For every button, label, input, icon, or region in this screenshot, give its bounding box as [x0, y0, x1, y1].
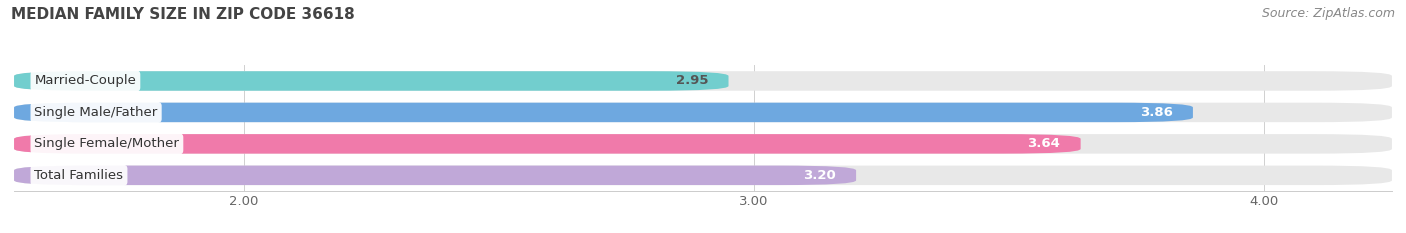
Text: 3.64: 3.64 [1028, 137, 1060, 150]
FancyBboxPatch shape [14, 71, 728, 91]
FancyBboxPatch shape [14, 166, 856, 185]
FancyBboxPatch shape [14, 103, 1192, 122]
Text: Total Families: Total Families [35, 169, 124, 182]
FancyBboxPatch shape [14, 71, 1392, 91]
FancyBboxPatch shape [14, 134, 1081, 154]
Text: Source: ZipAtlas.com: Source: ZipAtlas.com [1261, 7, 1395, 20]
Text: 2.95: 2.95 [676, 75, 709, 87]
FancyBboxPatch shape [14, 103, 1392, 122]
Text: 3.86: 3.86 [1140, 106, 1173, 119]
Text: Married-Couple: Married-Couple [35, 75, 136, 87]
FancyBboxPatch shape [14, 166, 1392, 185]
Text: MEDIAN FAMILY SIZE IN ZIP CODE 36618: MEDIAN FAMILY SIZE IN ZIP CODE 36618 [11, 7, 354, 22]
Text: 3.20: 3.20 [803, 169, 835, 182]
FancyBboxPatch shape [14, 134, 1392, 154]
Text: Single Male/Father: Single Male/Father [35, 106, 157, 119]
Text: Single Female/Mother: Single Female/Mother [35, 137, 180, 150]
